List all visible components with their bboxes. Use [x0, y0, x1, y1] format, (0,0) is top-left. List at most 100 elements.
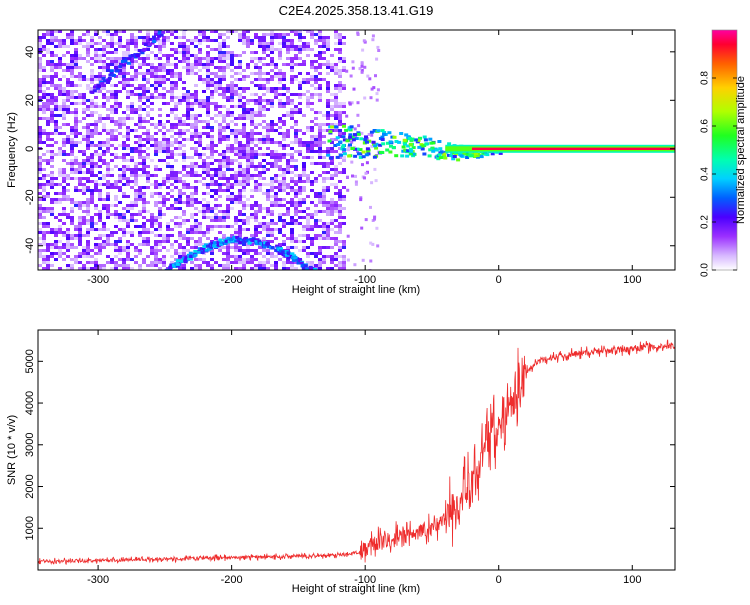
- heatmap-cell: [242, 153, 246, 156]
- heatmap-cell: [154, 219, 158, 222]
- heatmap-cell: [142, 243, 146, 246]
- heatmap-cell: [150, 264, 154, 267]
- heatmap-cell: [122, 75, 126, 78]
- heatmap-cell: [74, 48, 78, 51]
- heatmap-cell: [254, 219, 258, 222]
- heatmap-cell: [218, 153, 222, 156]
- heatmap-cell: [306, 129, 310, 132]
- heatmap-cell: [86, 108, 90, 111]
- heatmap-cell: [250, 141, 254, 144]
- heatmap-cell: [66, 108, 70, 111]
- heatmap-cell: [78, 141, 82, 144]
- heatmap-cell: [222, 177, 226, 180]
- heatmap-cell: [182, 174, 186, 177]
- heatmap-cell: [314, 237, 318, 240]
- heatmap-cell: [158, 66, 162, 69]
- heatmap-cell: [242, 207, 246, 210]
- heatmap-cell: [179, 259, 184, 263]
- heatmap-cell: [114, 198, 118, 201]
- heatmap-cell: [262, 87, 266, 90]
- heatmap-cell: [122, 123, 126, 126]
- heatmap-cell: [266, 123, 270, 126]
- heatmap-cell: [66, 213, 70, 216]
- heatmap-cell: [142, 39, 146, 42]
- heatmap-cell: [214, 180, 218, 183]
- heatmap-x-axis: -300 -200 -100 0 100: [87, 30, 641, 286]
- heatmap-cell: [314, 135, 318, 138]
- heatmap-cell: [82, 201, 86, 204]
- heatmap-cell: [86, 222, 90, 225]
- heatmap-cell: [314, 213, 318, 216]
- heatmap-cell: [174, 252, 178, 255]
- heatmap-cell: [226, 111, 230, 114]
- heatmap-cell: [162, 138, 166, 141]
- heatmap-cell: [170, 75, 174, 78]
- heatmap-cell: [118, 42, 122, 45]
- heatmap-cell: [62, 63, 66, 66]
- heatmap-cell: [62, 150, 66, 153]
- heatmap-cell: [226, 195, 230, 198]
- heatmap-cell: [262, 36, 266, 39]
- heatmap-cell: [54, 114, 58, 117]
- heatmap-cell: [74, 204, 78, 207]
- heatmap-cell: [90, 216, 94, 219]
- heatmap-cell: [369, 259, 373, 263]
- heatmap-cell: [170, 87, 174, 90]
- heatmap-cell: [342, 243, 346, 246]
- heatmap-cell: [430, 146, 435, 150]
- heatmap-cell: [170, 93, 174, 96]
- heatmap-cell: [306, 54, 310, 57]
- heatmap-cell: [405, 154, 410, 158]
- heatmap-cell: [174, 177, 178, 180]
- heatmap-cell: [78, 120, 82, 123]
- heatmap-cell: [82, 126, 86, 129]
- heatmap-cell: [142, 84, 146, 87]
- heatmap-cell: [302, 156, 306, 159]
- heatmap-cell: [230, 198, 234, 201]
- heatmap-cell: [262, 114, 266, 117]
- heatmap-cell: [214, 261, 218, 264]
- heatmap-cell: [310, 228, 314, 231]
- heatmap-cell: [246, 249, 250, 252]
- heatmap-cell: [170, 261, 174, 264]
- heatmap-cell: [250, 147, 254, 150]
- heatmap-cell: [322, 225, 326, 228]
- heatmap-cell: [206, 105, 210, 108]
- heatmap-cell: [54, 75, 58, 78]
- heatmap-cell: [94, 126, 98, 129]
- heatmap-cell: [122, 264, 126, 267]
- heatmap-cell: [381, 142, 386, 146]
- heatmap-cell: [246, 246, 250, 249]
- heatmap-cell: [154, 144, 158, 147]
- heatmap-cell: [234, 239, 239, 243]
- heatmap-cell: [122, 111, 126, 114]
- heatmap-cell: [242, 204, 246, 207]
- heatmap-cell: [50, 183, 54, 186]
- heatmap-cell: [218, 264, 222, 267]
- heatmap-cell: [130, 174, 134, 177]
- heatmap-cell: [302, 180, 306, 183]
- heatmap-cell: [182, 99, 186, 102]
- heatmap-cell: [210, 252, 214, 255]
- heatmap-cell: [74, 51, 78, 54]
- heatmap-cell: [459, 154, 464, 158]
- heatmap-cell: [290, 93, 294, 96]
- heatmap-cell: [194, 84, 198, 87]
- heatmap-cell: [250, 234, 254, 237]
- heatmap-cell: [146, 114, 150, 117]
- heatmap-cell: [82, 135, 86, 138]
- heatmap-cell: [190, 54, 194, 57]
- heatmap-cell: [126, 78, 130, 81]
- heatmap-cell: [306, 252, 310, 255]
- heatmap-cell: [218, 129, 222, 132]
- heatmap-cell: [342, 168, 346, 171]
- heatmap-cell: [294, 129, 298, 132]
- heatmap-cell: [122, 246, 126, 249]
- heatmap-cell: [66, 153, 70, 156]
- heatmap-cell: [254, 57, 258, 60]
- heatmap-cell: [206, 123, 210, 126]
- heatmap-cell: [290, 252, 295, 256]
- heatmap-cell: [322, 39, 326, 42]
- heatmap-cell: [62, 231, 66, 234]
- heatmap-cell: [196, 250, 201, 254]
